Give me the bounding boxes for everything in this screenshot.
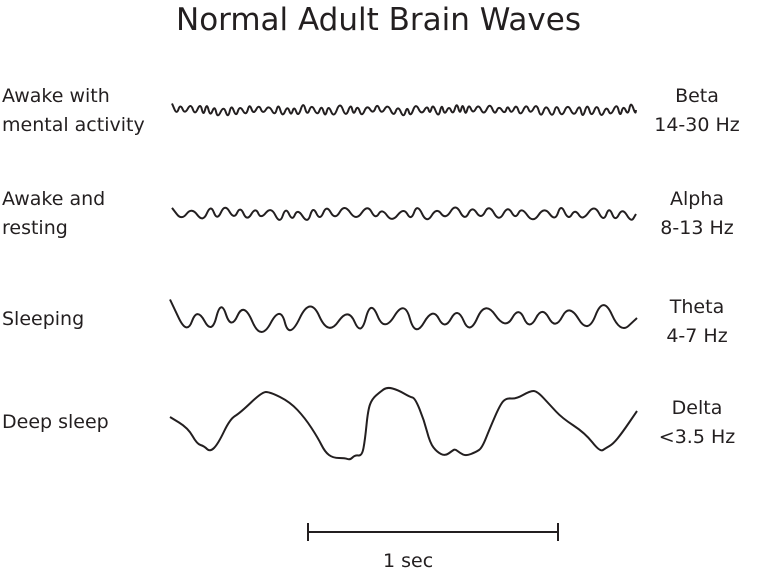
state-label-delta: Deep sleep (2, 408, 109, 437)
diagram-title: Normal Adult Brain Waves (176, 2, 581, 38)
state-label-alpha: Awake and resting (2, 185, 105, 243)
scale-bar (307, 523, 559, 541)
wave-name: Alpha (669, 188, 725, 210)
wave-range: <3.5 Hz (658, 426, 736, 448)
freq-label-alpha: Alpha 8-13 Hz (637, 185, 757, 243)
state-line: Awake and (2, 188, 106, 210)
state-line: Sleeping (2, 308, 85, 330)
theta-wave (169, 299, 638, 333)
state-line: Deep sleep (2, 411, 109, 433)
state-line: Awake with (2, 85, 110, 107)
beta-wave (171, 103, 637, 117)
scale-bar-label: 1 sec (383, 550, 434, 572)
state-label-theta: Sleeping (2, 305, 84, 334)
alpha-wave (171, 206, 637, 221)
wave-name: Theta (669, 296, 725, 318)
delta-wave (169, 386, 638, 461)
wave-name: Delta (671, 397, 723, 419)
freq-label-theta: Theta 4-7 Hz (637, 293, 757, 351)
wave-range: 8-13 Hz (660, 217, 734, 239)
wave-range: 4-7 Hz (666, 325, 728, 347)
freq-label-beta: Beta 14-30 Hz (637, 82, 757, 140)
freq-label-delta: Delta <3.5 Hz (637, 394, 757, 452)
state-label-beta: Awake with mental activity (2, 82, 145, 140)
wave-name: Beta (675, 85, 719, 107)
state-line: mental activity (2, 114, 145, 136)
state-line: resting (2, 217, 68, 239)
wave-range: 14-30 Hz (654, 114, 740, 136)
